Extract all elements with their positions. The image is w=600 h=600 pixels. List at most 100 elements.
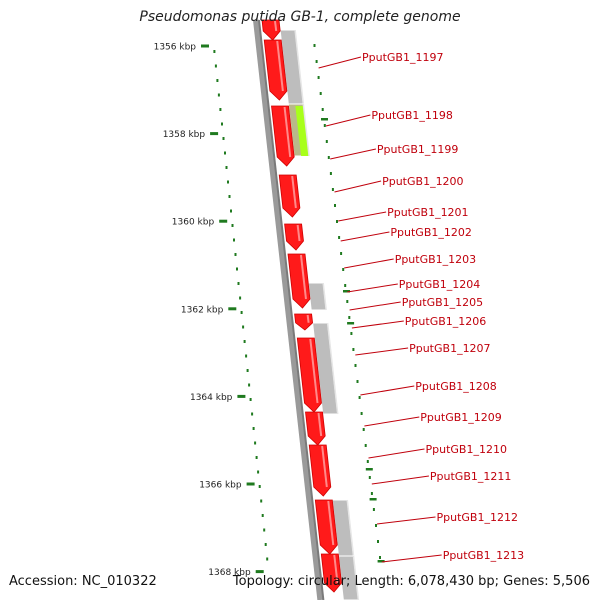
gene-label: PputGB1_1209	[420, 411, 501, 424]
tick-dot	[336, 220, 338, 223]
kbp-tick-label: 1356 kbp	[154, 43, 197, 53]
tick-dot	[354, 364, 357, 367]
tick-dot	[234, 253, 237, 256]
gene-label: PputGB1_1200	[382, 175, 463, 188]
tick-dot	[377, 540, 379, 543]
reverse-genes	[279, 29, 360, 600]
kbp-tick-mark	[228, 307, 237, 311]
gene-label: PputGB1_1213	[443, 549, 524, 562]
tick-dot	[372, 508, 375, 511]
tick-dot	[368, 476, 371, 479]
reverse-gene-edge	[294, 29, 305, 105]
forward-gene-highlight	[276, 40, 284, 92]
forward-gene-highlight	[317, 412, 323, 437]
forward-gene-arrow	[294, 313, 314, 331]
tick-dot	[356, 380, 359, 383]
gene-label-leader	[355, 347, 409, 356]
tick-dot	[222, 137, 225, 140]
tick-dot	[258, 485, 261, 488]
kbp-tick-mark	[246, 482, 255, 486]
forward-gene-highlight	[283, 106, 292, 158]
gene-label-leader	[340, 231, 390, 242]
tick-dot	[352, 348, 355, 351]
tick-dot	[217, 93, 220, 97]
tick-dot	[231, 224, 234, 227]
gene-label: PputGB1_1197	[362, 51, 443, 64]
kbp-ticks: 1356 kbp 1358 kbp 1360 kbp 1362 kbp 1364 kbp…	[154, 43, 264, 578]
gene-label: PputGB1_1204	[399, 278, 480, 291]
forward-gene-highlight	[306, 314, 310, 323]
tick-dot	[227, 180, 229, 184]
reverse-gene-edge	[326, 322, 339, 415]
highlight-gene-accent	[295, 106, 310, 156]
tick-dot	[239, 296, 242, 300]
tick-dash	[347, 322, 355, 325]
gene-label-leader	[347, 283, 398, 293]
gene-label-leader	[371, 475, 429, 485]
gene-label: PputGB1_1199	[377, 143, 458, 156]
tick-dot	[315, 60, 318, 63]
gene-label: PputGB1_1203	[395, 253, 476, 266]
forward-gene-highlight	[333, 554, 339, 584]
tick-dot	[257, 470, 260, 474]
gene-label-leader	[364, 416, 420, 427]
reverse-gene	[337, 555, 359, 600]
backbone-line	[258, 19, 325, 600]
tick-dash	[343, 290, 350, 293]
tick-dot	[243, 340, 246, 343]
gene-label-leader	[334, 180, 382, 193]
gene-labels: PputGB1_1197 PputGB1_1198 PputGB1_1199 Pput…	[318, 51, 524, 563]
tick-dot	[225, 166, 228, 169]
kbp-tick-label: 1364 kbp	[190, 393, 233, 403]
tick-dots	[213, 44, 385, 563]
tick-dot	[240, 311, 243, 314]
gene-label-leader	[338, 211, 387, 222]
forward-gene-arrow	[284, 223, 304, 251]
gene-label-leader	[344, 258, 394, 269]
tick-dot	[255, 456, 258, 459]
tick-dot	[344, 284, 347, 287]
tick-dot	[375, 524, 377, 527]
gene-label: PputGB1_1207	[409, 342, 490, 355]
forward-gene-arrow	[278, 174, 301, 218]
gene-label: PputGB1_1198	[371, 109, 452, 122]
gene-label: PputGB1_1211	[430, 470, 511, 483]
kbp-tick-mark	[210, 132, 219, 136]
kbp-tick-mark	[201, 44, 209, 48]
gene-label: PputGB1_1201	[387, 206, 468, 219]
gene-label-leader	[368, 448, 425, 459]
gene-label: PputGB1_1206	[405, 315, 486, 328]
tick-dash	[369, 498, 377, 501]
tick-dot	[224, 151, 226, 155]
forward-gene-highlight	[296, 224, 301, 242]
gene-label: PputGB1_1205	[402, 296, 483, 309]
tick-dot	[254, 441, 257, 445]
reverse-gene-edge	[302, 103, 310, 157]
gene-label-leader	[330, 148, 377, 160]
kbp-tick-label: 1358 kbp	[163, 130, 206, 140]
reverse-gene-edge	[322, 282, 327, 311]
tick-dot	[360, 412, 363, 415]
kbp-tick-mark	[255, 570, 264, 574]
tick-dot	[213, 50, 216, 53]
tick-dot	[329, 172, 332, 175]
tick-dot	[246, 369, 249, 372]
forward-gene-highlight	[291, 175, 297, 209]
tick-dot	[216, 79, 219, 82]
tick-dot	[233, 238, 235, 242]
backbone-shadow	[253, 19, 324, 600]
tick-dot	[379, 556, 381, 559]
kbp-tick-label: 1362 kbp	[181, 305, 224, 315]
tick-dot	[230, 209, 232, 213]
tick-dot	[263, 528, 266, 532]
tick-dot	[350, 332, 353, 335]
tick-dot	[334, 204, 336, 207]
tick-dot	[338, 236, 341, 239]
kbp-tick-label: 1368 kbp	[208, 568, 251, 578]
gene-label: PputGB1_1202	[390, 226, 471, 239]
tick-dot	[251, 412, 254, 416]
tick-dot	[249, 398, 252, 401]
tick-dot	[260, 499, 263, 503]
forward-gene-highlight	[309, 338, 319, 404]
